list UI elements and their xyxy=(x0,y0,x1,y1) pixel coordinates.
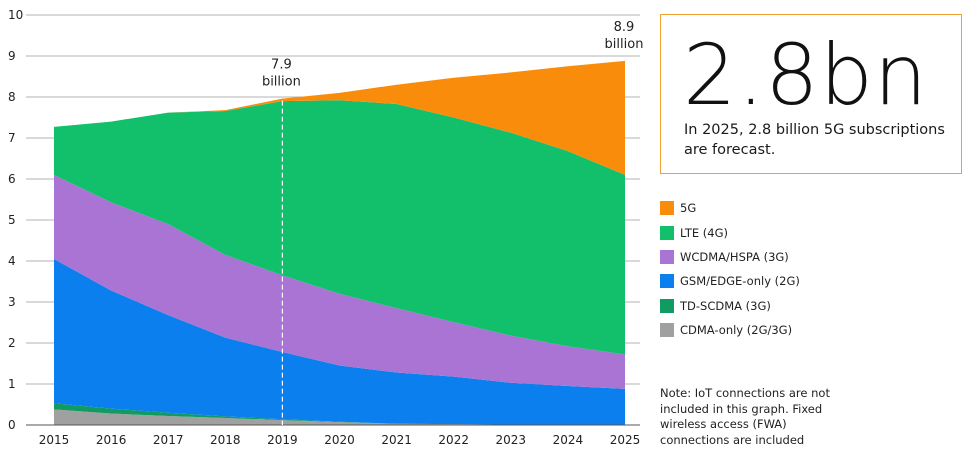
area-series-gsm-edge-only-2g xyxy=(54,258,625,425)
legend-item-wcdma: WCDMA/HSPA (3G) xyxy=(660,245,800,269)
x-tick-label: 2019 xyxy=(267,433,298,447)
kpi-caption: In 2025, 2.8 billion 5G subscriptions ar… xyxy=(684,122,945,158)
legend-item-gsm: GSM/EDGE-only (2G) xyxy=(660,269,800,293)
legend-label-td-scdma: TD-SCDMA (3G) xyxy=(680,298,771,313)
legend-item-td-scdma: TD-SCDMA (3G) xyxy=(660,294,800,318)
legend-swatch-5g xyxy=(660,201,674,216)
x-tick-label: 2021 xyxy=(381,433,412,447)
y-tick-label: 9 xyxy=(8,49,16,63)
chart-note: Note: IoT connections are not included i… xyxy=(660,386,830,447)
legend-swatch-lte xyxy=(660,225,674,240)
y-tick-label: 2 xyxy=(8,336,16,350)
legend-swatch-gsm xyxy=(660,274,674,289)
x-tick-label: 2017 xyxy=(153,433,184,447)
legend-label-cdma: CDMA-only (2G/3G) xyxy=(680,323,793,338)
legend-item-lte: LTE (4G) xyxy=(660,220,800,244)
legend-swatch-wcdma xyxy=(660,249,674,264)
x-tick-label: 2025 xyxy=(610,433,641,447)
legend-label-lte: LTE (4G) xyxy=(680,225,728,240)
legend-swatch-cdma xyxy=(660,323,674,338)
x-tick-label: 2018 xyxy=(210,433,241,447)
annotation-value: 8.9 xyxy=(614,20,635,35)
y-tick-label: 0 xyxy=(8,418,16,432)
y-tick-label: 6 xyxy=(8,172,16,186)
area-series-cdma-only-2g-3g xyxy=(54,409,625,425)
annotation-unit: billion xyxy=(262,75,301,90)
area-series-lte-4g xyxy=(54,100,625,355)
chart-legend: 5G LTE (4G) WCDMA/HSPA (3G) GSM/EDGE-onl… xyxy=(660,196,800,342)
legend-label-wcdma: WCDMA/HSPA (3G) xyxy=(680,249,789,264)
x-tick-label: 2023 xyxy=(496,433,527,447)
kpi-value: 2.8bn xyxy=(683,26,929,124)
legend-label-gsm: GSM/EDGE-only (2G) xyxy=(680,274,800,289)
legend-item-cdma: CDMA-only (2G/3G) xyxy=(660,318,800,342)
annotation-value: 7.9 xyxy=(271,58,292,73)
area-series-5g xyxy=(54,60,625,175)
y-tick-label: 8 xyxy=(8,90,16,104)
x-tick-label: 2020 xyxy=(324,433,355,447)
y-tick-label: 4 xyxy=(8,254,16,268)
x-tick-label: 2016 xyxy=(96,433,127,447)
legend-item-5g: 5G xyxy=(660,196,800,220)
y-tick-label: 10 xyxy=(8,8,23,22)
y-tick-label: 5 xyxy=(8,213,16,227)
x-tick-label: 2024 xyxy=(553,433,584,447)
legend-label-5g: 5G xyxy=(680,201,697,216)
x-tick-label: 2022 xyxy=(438,433,469,447)
x-tick-label: 2015 xyxy=(39,433,70,447)
annotation-unit: billion xyxy=(605,37,644,52)
y-tick-label: 3 xyxy=(8,295,16,309)
area-series-td-scdma-3g xyxy=(54,403,625,425)
kpi-callout-box: 2.8bn In 2025, 2.8 billion 5G subscripti… xyxy=(660,14,962,174)
stacked-area-chart: 0 1 2 3 4 5 6 7 8 9 10 2015 2016 2017 2018 2019 2020 2021… xyxy=(8,8,644,447)
y-tick-label: 1 xyxy=(8,377,16,391)
area-series-wcdma-hspa-3g xyxy=(54,174,625,389)
y-tick-label: 7 xyxy=(8,131,16,145)
legend-swatch-td-scdma xyxy=(660,298,674,313)
